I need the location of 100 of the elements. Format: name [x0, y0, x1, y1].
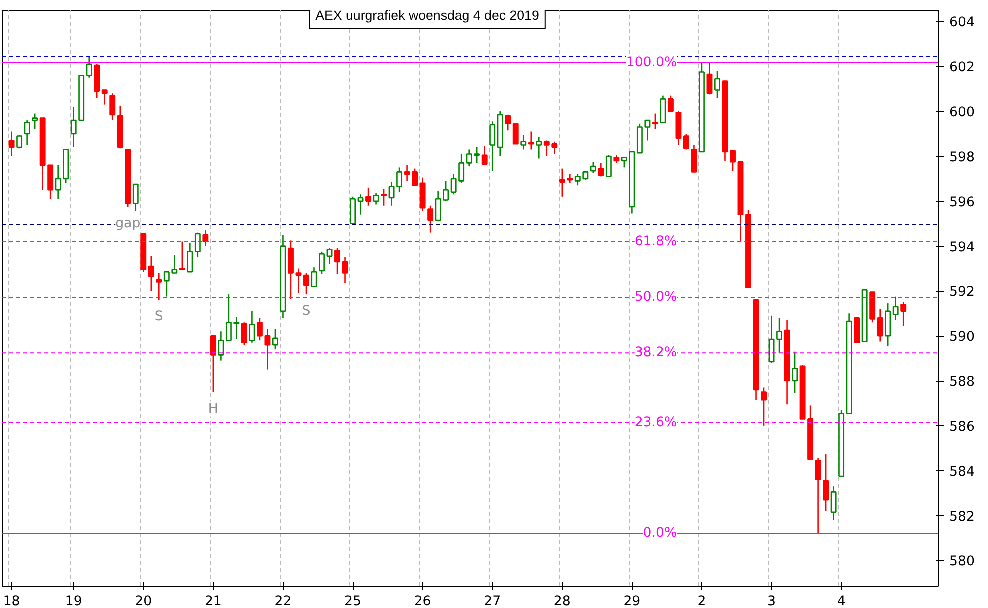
candlestick — [490, 121, 496, 172]
candlestick — [319, 251, 325, 276]
candlestick — [652, 113, 658, 130]
annotation: 38.2% — [634, 346, 678, 361]
candlestick — [482, 146, 488, 165]
y-tick-label: 582 — [950, 510, 975, 525]
x-tick-label: 21 — [204, 594, 222, 608]
candlestick — [520, 134, 527, 150]
candlestick — [32, 113, 38, 130]
x-tick-label: 26 — [414, 594, 432, 608]
candlestick — [326, 248, 333, 265]
candlestick — [660, 95, 666, 124]
candlestick — [792, 351, 798, 394]
candlestick — [536, 136, 542, 160]
candlestick — [311, 266, 318, 288]
candlestick — [272, 328, 278, 350]
annotation: 0.0% — [643, 526, 678, 542]
candlestick — [559, 168, 566, 198]
y-tick-label: 590 — [950, 330, 975, 346]
x-tick-label: 18 — [3, 594, 20, 608]
candlestick — [358, 194, 364, 216]
candlestick — [512, 123, 519, 145]
candlestick — [304, 272, 310, 296]
x-tick-label: 27 — [484, 594, 502, 608]
candlestick — [132, 184, 139, 212]
candlestick — [877, 308, 884, 342]
chart-title: AEX uurgrafiek woensdag 4 dec 2019 — [316, 8, 540, 23]
x-tick-label: 25 — [344, 594, 362, 608]
candlestick — [202, 230, 209, 247]
candlestick — [598, 162, 604, 178]
candlestick — [334, 248, 340, 276]
annotation: gap — [116, 216, 141, 232]
x-tick-label: 2 — [698, 594, 706, 608]
y-tick-label: 596 — [950, 195, 975, 210]
candlestick — [590, 161, 596, 174]
candlestick — [668, 95, 674, 112]
candlestick — [194, 232, 201, 258]
candlestick — [714, 70, 720, 99]
candlestick — [823, 453, 830, 512]
candlestick — [210, 335, 216, 393]
x-tick-label: 28 — [554, 594, 571, 608]
x-tick-label: 19 — [65, 594, 82, 608]
y-tick-label: 604 — [950, 16, 975, 31]
annotation: 50.0% — [634, 290, 678, 306]
x-tick-label: 29 — [624, 594, 641, 608]
annotation: H — [208, 402, 218, 417]
x-tick-label: 4 — [837, 594, 846, 608]
candlestick — [396, 167, 403, 194]
candlestick — [768, 315, 775, 364]
candlestick — [776, 318, 783, 354]
annotation: S — [302, 304, 311, 320]
candlestick — [16, 134, 23, 150]
candlestick — [730, 150, 736, 172]
x-tick-label: 3 — [768, 594, 776, 608]
candlestick — [381, 188, 388, 207]
annotation: 61.8% — [634, 234, 678, 250]
candlestick — [761, 387, 767, 427]
candlestick — [706, 62, 713, 96]
candlestick — [86, 56, 92, 79]
candlestick — [24, 120, 30, 146]
y-tick-label: 586 — [950, 420, 975, 435]
candlestick — [241, 322, 248, 346]
y-tick-label: 592 — [950, 285, 975, 300]
y-tick-label: 580 — [950, 554, 975, 570]
x-tick-label: 22 — [274, 594, 292, 608]
candlestick — [830, 486, 837, 521]
candlestick — [296, 268, 302, 294]
candlestick — [156, 272, 162, 301]
candlestick — [373, 192, 380, 206]
candlestick — [606, 154, 612, 178]
candlestick — [148, 256, 154, 292]
candlestick — [218, 330, 224, 362]
candlestick — [249, 310, 256, 344]
y-tick-label: 584 — [950, 464, 975, 480]
annotation: 100.0% — [626, 55, 678, 70]
candlestick — [892, 296, 899, 322]
candlestick — [342, 256, 348, 284]
candlestick — [505, 114, 512, 132]
annotation: 23.6% — [634, 415, 678, 430]
candlestick — [187, 242, 194, 273]
candlestick — [102, 90, 108, 106]
x-tick-label: 20 — [135, 594, 152, 608]
candlestick — [815, 458, 822, 534]
candlestick — [179, 241, 186, 271]
candlestick — [366, 187, 372, 207]
candlestick — [691, 144, 698, 173]
candlestick — [55, 164, 62, 200]
y-tick-label: 600 — [950, 106, 975, 121]
y-tick-label: 602 — [950, 60, 975, 76]
candlestick — [110, 92, 116, 122]
y-tick-label: 588 — [950, 375, 975, 390]
annotation: S — [154, 310, 164, 325]
y-tick-label: 594 — [950, 240, 975, 256]
candlestick — [528, 131, 534, 150]
candlestick — [388, 182, 395, 207]
candlestick — [683, 133, 690, 150]
candlestick — [900, 302, 907, 327]
candlestick — [8, 131, 15, 158]
candlestick — [428, 205, 434, 234]
candlestick — [70, 106, 77, 148]
